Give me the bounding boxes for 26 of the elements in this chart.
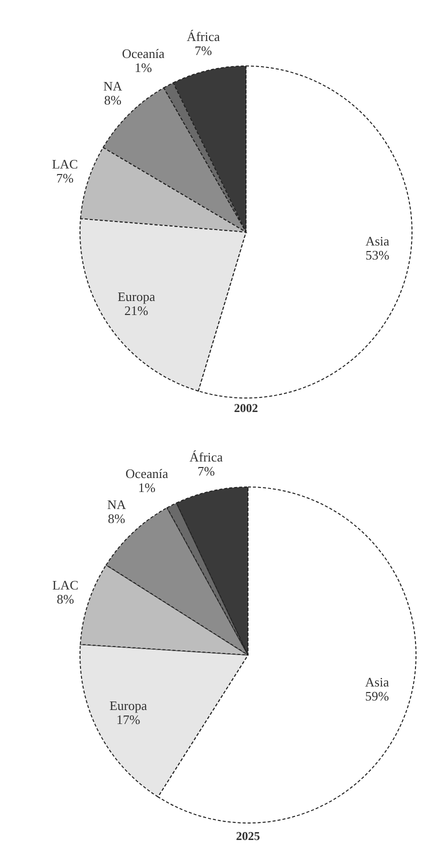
slice-label: LAC (52, 578, 78, 593)
data-label: 7% (56, 170, 74, 186)
data-label: 8% (104, 92, 122, 108)
data-label: 8% (56, 592, 74, 607)
slice-label: Oceanía (122, 46, 165, 61)
data-label: 8% (108, 511, 126, 526)
slice-label: África (190, 450, 223, 465)
slice-label: Asia (365, 233, 390, 248)
text: 2025 (236, 829, 260, 843)
slice-label: Asia (365, 674, 390, 690)
slice-label: Europa (118, 288, 156, 304)
data-label: 1% (138, 480, 156, 495)
slice-label: LAC (52, 156, 78, 172)
data-label: 7% (194, 42, 212, 58)
data-label: 53% (365, 247, 390, 262)
slice-label: NA (103, 78, 123, 94)
slice-label: NA (107, 497, 127, 512)
slice-label: Europa (109, 698, 148, 714)
data-label: 21% (124, 302, 148, 318)
data-label: 59% (365, 688, 390, 704)
slice-label: Oceanía (126, 466, 168, 481)
data-label: 17% (116, 712, 140, 728)
slice-label: África (186, 28, 220, 44)
data-label: 7% (197, 464, 215, 479)
text: 2002 (234, 401, 258, 415)
data-label: 1% (134, 60, 152, 75)
